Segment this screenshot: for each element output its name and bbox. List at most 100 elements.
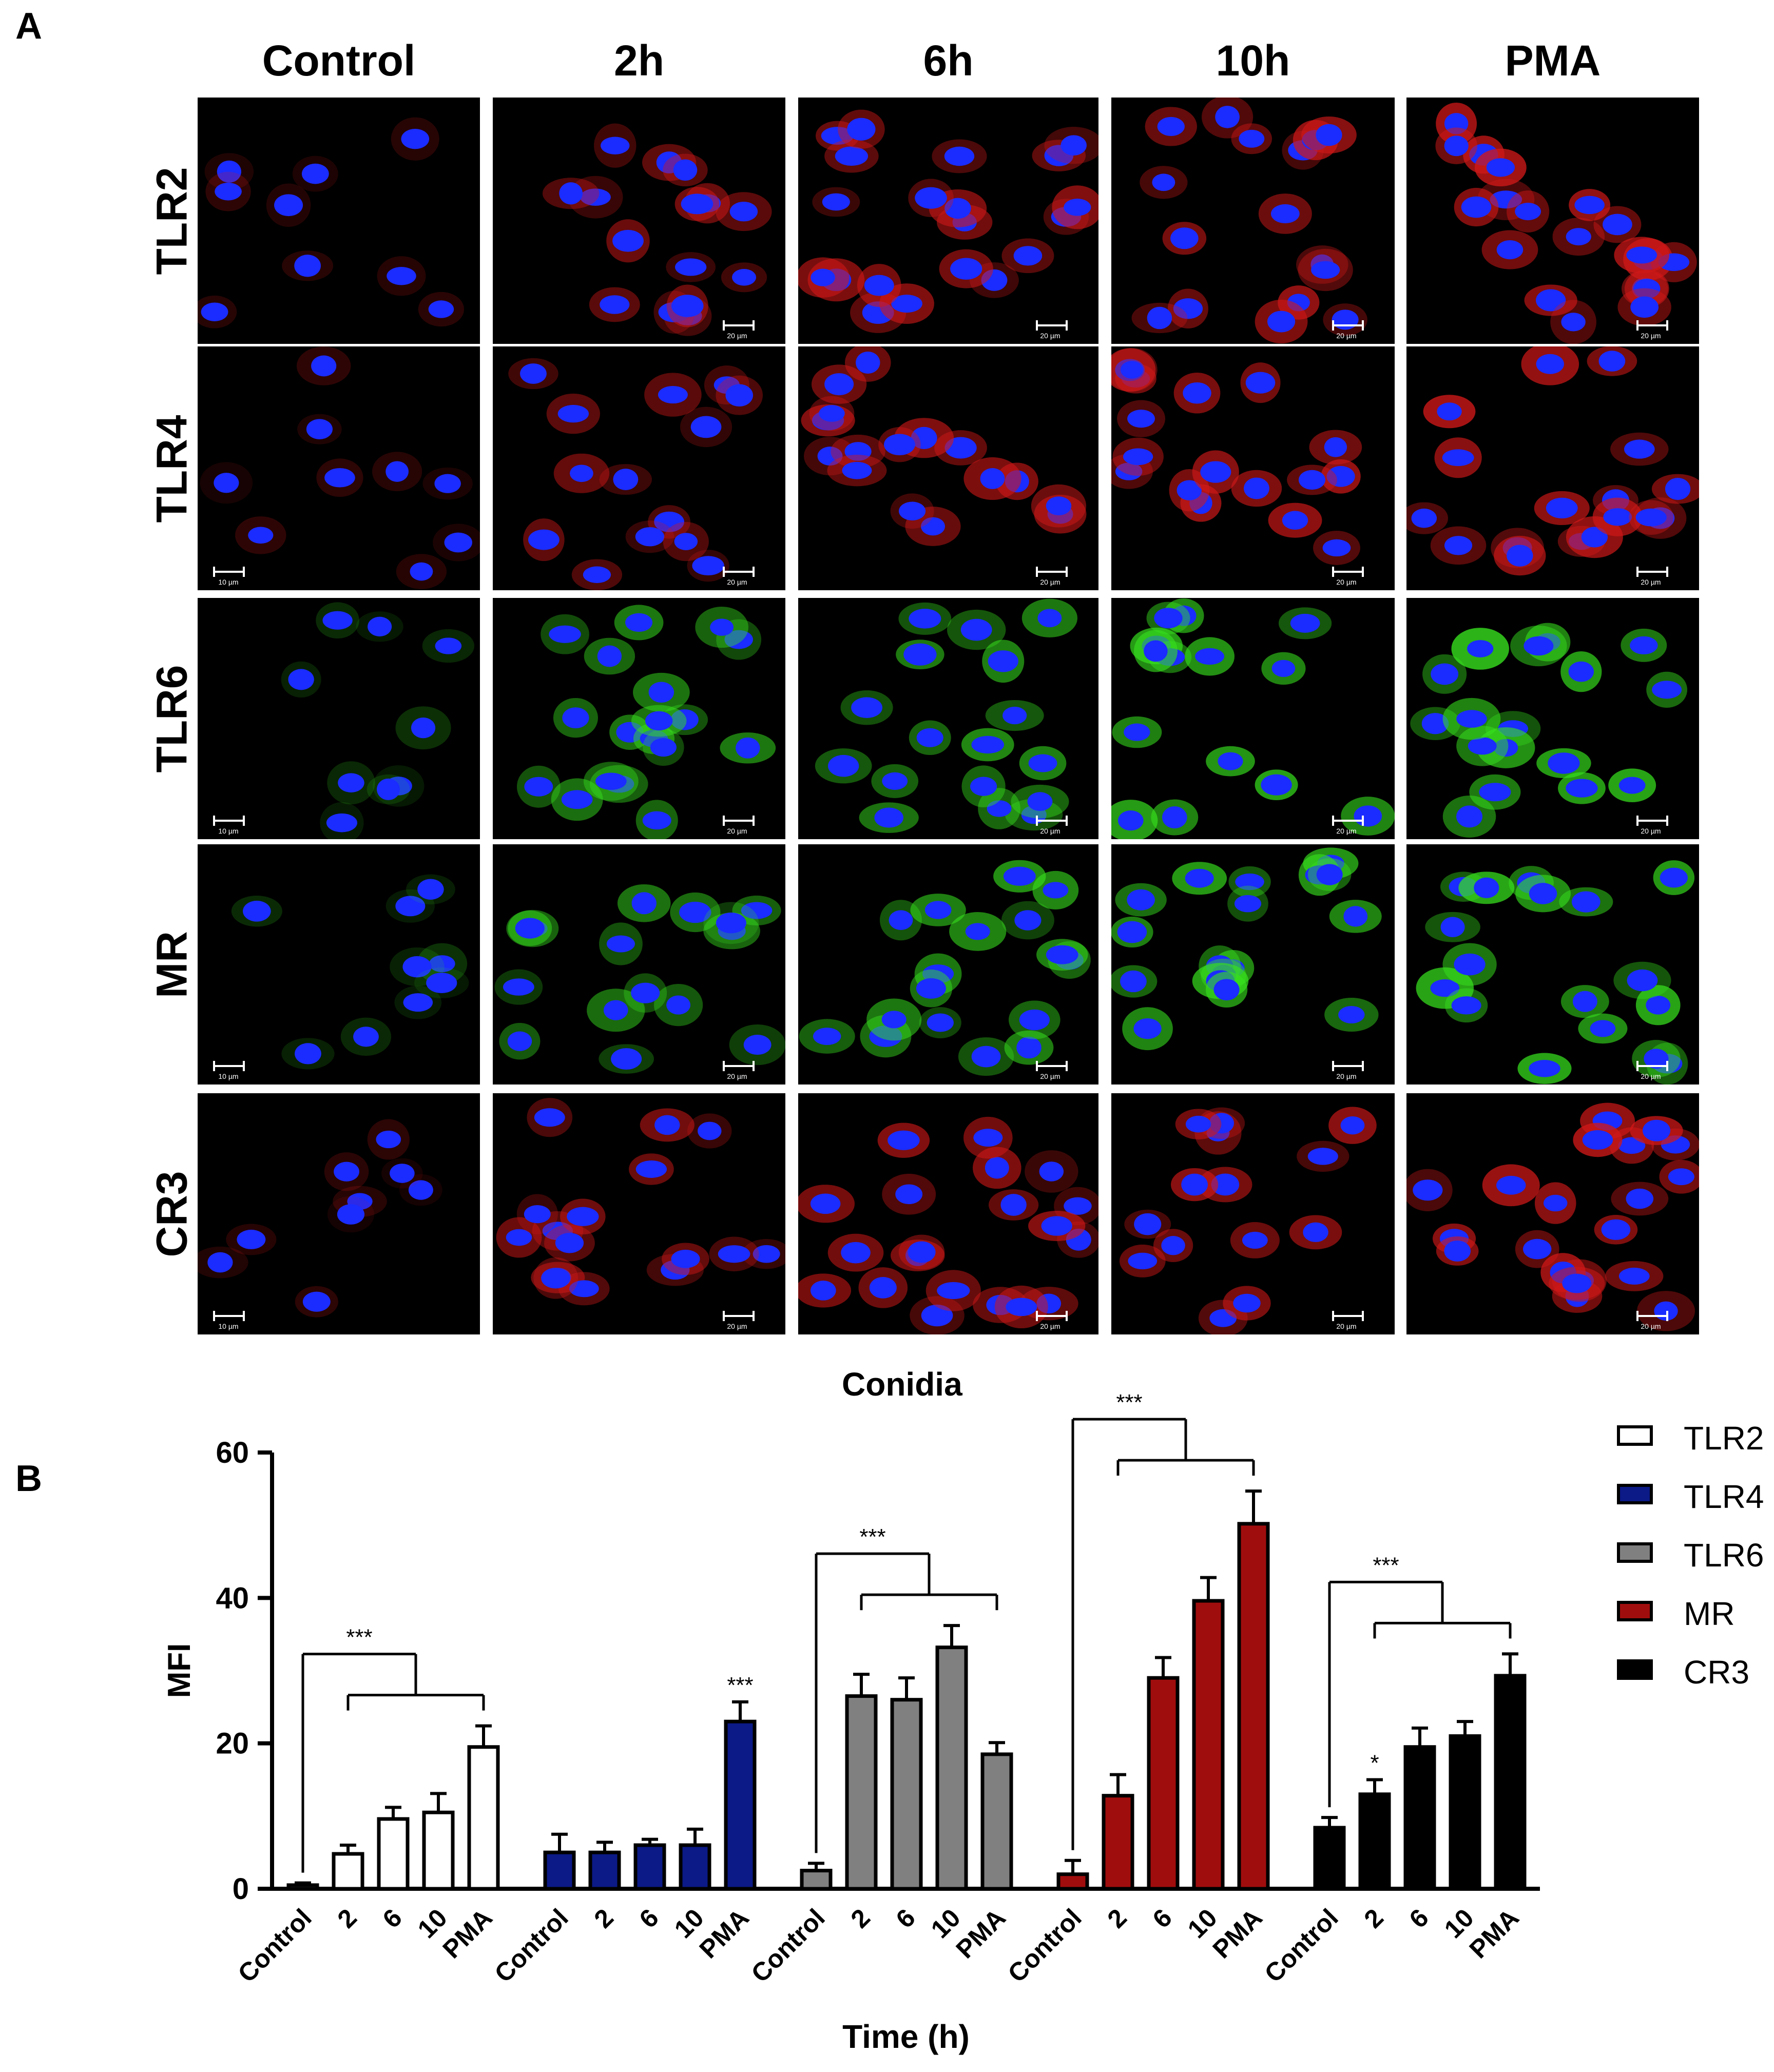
scale-bar [723, 320, 755, 331]
micrograph-cr3-1: 20 µm [493, 1093, 785, 1334]
scale-bar-label: 20 µm [1040, 1072, 1060, 1080]
scale-bar [723, 1311, 755, 1321]
scale-bar-label: 20 µm [1641, 827, 1661, 835]
x-tick-label: 2 [332, 1903, 362, 1933]
scale-bar-label: 10 µm [218, 1072, 239, 1080]
scale-bar [1332, 816, 1364, 826]
bar-tlr6-0 [800, 1869, 833, 1891]
scale-bar [213, 816, 245, 826]
significance-star: *** [727, 1673, 753, 1698]
panel-a-label: A [15, 6, 42, 47]
bar-cr3-1 [1358, 1792, 1391, 1891]
scale-bar [1636, 816, 1668, 826]
micrograph-tlr6-0: 10 µm [198, 598, 480, 839]
micrograph-mr-0: 10 µm [198, 844, 480, 1085]
x-tick-label: 2 [1102, 1903, 1132, 1933]
micrograph-mr-1: 20 µm [493, 844, 785, 1085]
panel-b-label: B [15, 1458, 42, 1499]
scale-bar [1332, 567, 1364, 577]
scale-bar [1036, 1311, 1068, 1321]
micrograph-mr-3: 20 µm [1111, 844, 1395, 1085]
x-tick-label: PMA [1464, 1903, 1525, 1964]
scale-bar [1036, 816, 1068, 826]
legend-label-cr3: CR3 [1684, 1654, 1750, 1691]
bar-tlr4-0 [543, 1850, 576, 1891]
legend-label-tlr6: TLR6 [1684, 1537, 1764, 1574]
bar-tlr2-4 [467, 1745, 500, 1891]
scale-bar-label: 20 µm [1336, 578, 1357, 586]
bar-tlr2-2 [377, 1817, 410, 1891]
scale-bar [723, 567, 755, 577]
micrograph-mr-2: 20 µm [798, 844, 1098, 1085]
column-header-1: 2h [613, 36, 665, 85]
legend-swatch-mr [1617, 1601, 1653, 1621]
micrograph-tlr2-4: 20 µm [1406, 98, 1699, 344]
chart-title: Conidia [842, 1366, 962, 1403]
scale-bar [1036, 320, 1068, 331]
x-tick-label: Control [1259, 1903, 1344, 1988]
micrograph-cr3-3: 20 µm [1111, 1093, 1395, 1334]
scale-bar-label: 20 µm [1040, 1322, 1060, 1330]
x-tick-label: 2 [589, 1903, 619, 1933]
micrograph-tlr6-1: 20 µm [493, 598, 785, 839]
scale-bar-label: 20 µm [1641, 578, 1661, 586]
row-header-4: CR3 [147, 1171, 196, 1257]
micrograph-tlr4-0: 10 µm [198, 346, 480, 590]
micrograph-tlr4-4: 20 µm [1406, 346, 1699, 590]
micrograph-tlr4-3: 20 µm [1111, 346, 1395, 590]
x-tick-label: 6 [634, 1903, 664, 1933]
micrograph-tlr6-4: 20 µm [1406, 598, 1699, 839]
x-tick-label: Control [746, 1903, 831, 1988]
micrograph-cr3-4: 20 µm [1406, 1093, 1699, 1334]
scale-bar-label: 20 µm [727, 332, 747, 340]
micrograph-tlr2-2: 20 µm [798, 98, 1098, 344]
scale-bar-label: 20 µm [1336, 332, 1357, 340]
scale-bar [1036, 1061, 1068, 1071]
scale-bar-label: 20 µm [1336, 827, 1357, 835]
scale-bar-label: 10 µm [218, 578, 239, 586]
bar-cr3-0 [1313, 1826, 1346, 1891]
bracket-stars: *** [1116, 1390, 1142, 1415]
scale-bar-label: 20 µm [1641, 1322, 1661, 1330]
bar-tlr4-4 [724, 1719, 757, 1891]
x-tick-label: 6 [1404, 1903, 1434, 1933]
x-tick-label: 6 [891, 1903, 921, 1933]
micrograph-tlr2-1: 20 µm [493, 98, 785, 344]
scale-bar [723, 1061, 755, 1071]
scale-bar [1636, 1061, 1668, 1071]
y-tick-label: 60 [216, 1436, 249, 1469]
scale-bar-label: 20 µm [1040, 578, 1060, 586]
bar-mr-0 [1056, 1872, 1089, 1891]
y-axis-label: MFI [162, 1643, 197, 1698]
scale-bar [1332, 1311, 1364, 1321]
significance-star: * [1370, 1751, 1379, 1776]
bracket-stars: *** [346, 1625, 372, 1650]
bar-tlr2-1 [332, 1852, 364, 1891]
y-tick-label: 0 [233, 1872, 249, 1906]
bar-tlr2-3 [422, 1810, 455, 1891]
scale-bar [213, 567, 245, 577]
scale-bar [1636, 1311, 1668, 1321]
bar-tlr4-3 [679, 1843, 711, 1891]
legend-label-tlr4: TLR4 [1684, 1478, 1764, 1515]
legend-swatch-tlr4 [1617, 1484, 1653, 1504]
scale-bar [213, 1061, 245, 1071]
bracket-stars: *** [859, 1524, 885, 1550]
column-header-3: 10h [1216, 36, 1290, 85]
bar-mr-2 [1147, 1676, 1180, 1891]
micrograph-tlr6-2: 20 µm [798, 598, 1098, 839]
scale-bar-label: 20 µm [727, 1322, 747, 1330]
bar-mr-3 [1192, 1599, 1225, 1891]
bar-tlr4-2 [633, 1843, 666, 1891]
scale-bar [1636, 567, 1668, 577]
x-tick-label: Control [233, 1903, 317, 1988]
row-header-1: TLR4 [147, 415, 196, 522]
legend-label-tlr2: TLR2 [1684, 1420, 1764, 1457]
scale-bar [723, 816, 755, 826]
x-axis-label: Time (h) [842, 2018, 970, 2055]
scale-bar-label: 10 µm [218, 827, 239, 835]
micrograph-tlr6-3: 20 µm [1111, 598, 1395, 839]
x-tick-label: PMA [1207, 1903, 1268, 1964]
x-tick-label: PMA [951, 1903, 1011, 1964]
column-header-2: 6h [923, 36, 974, 85]
